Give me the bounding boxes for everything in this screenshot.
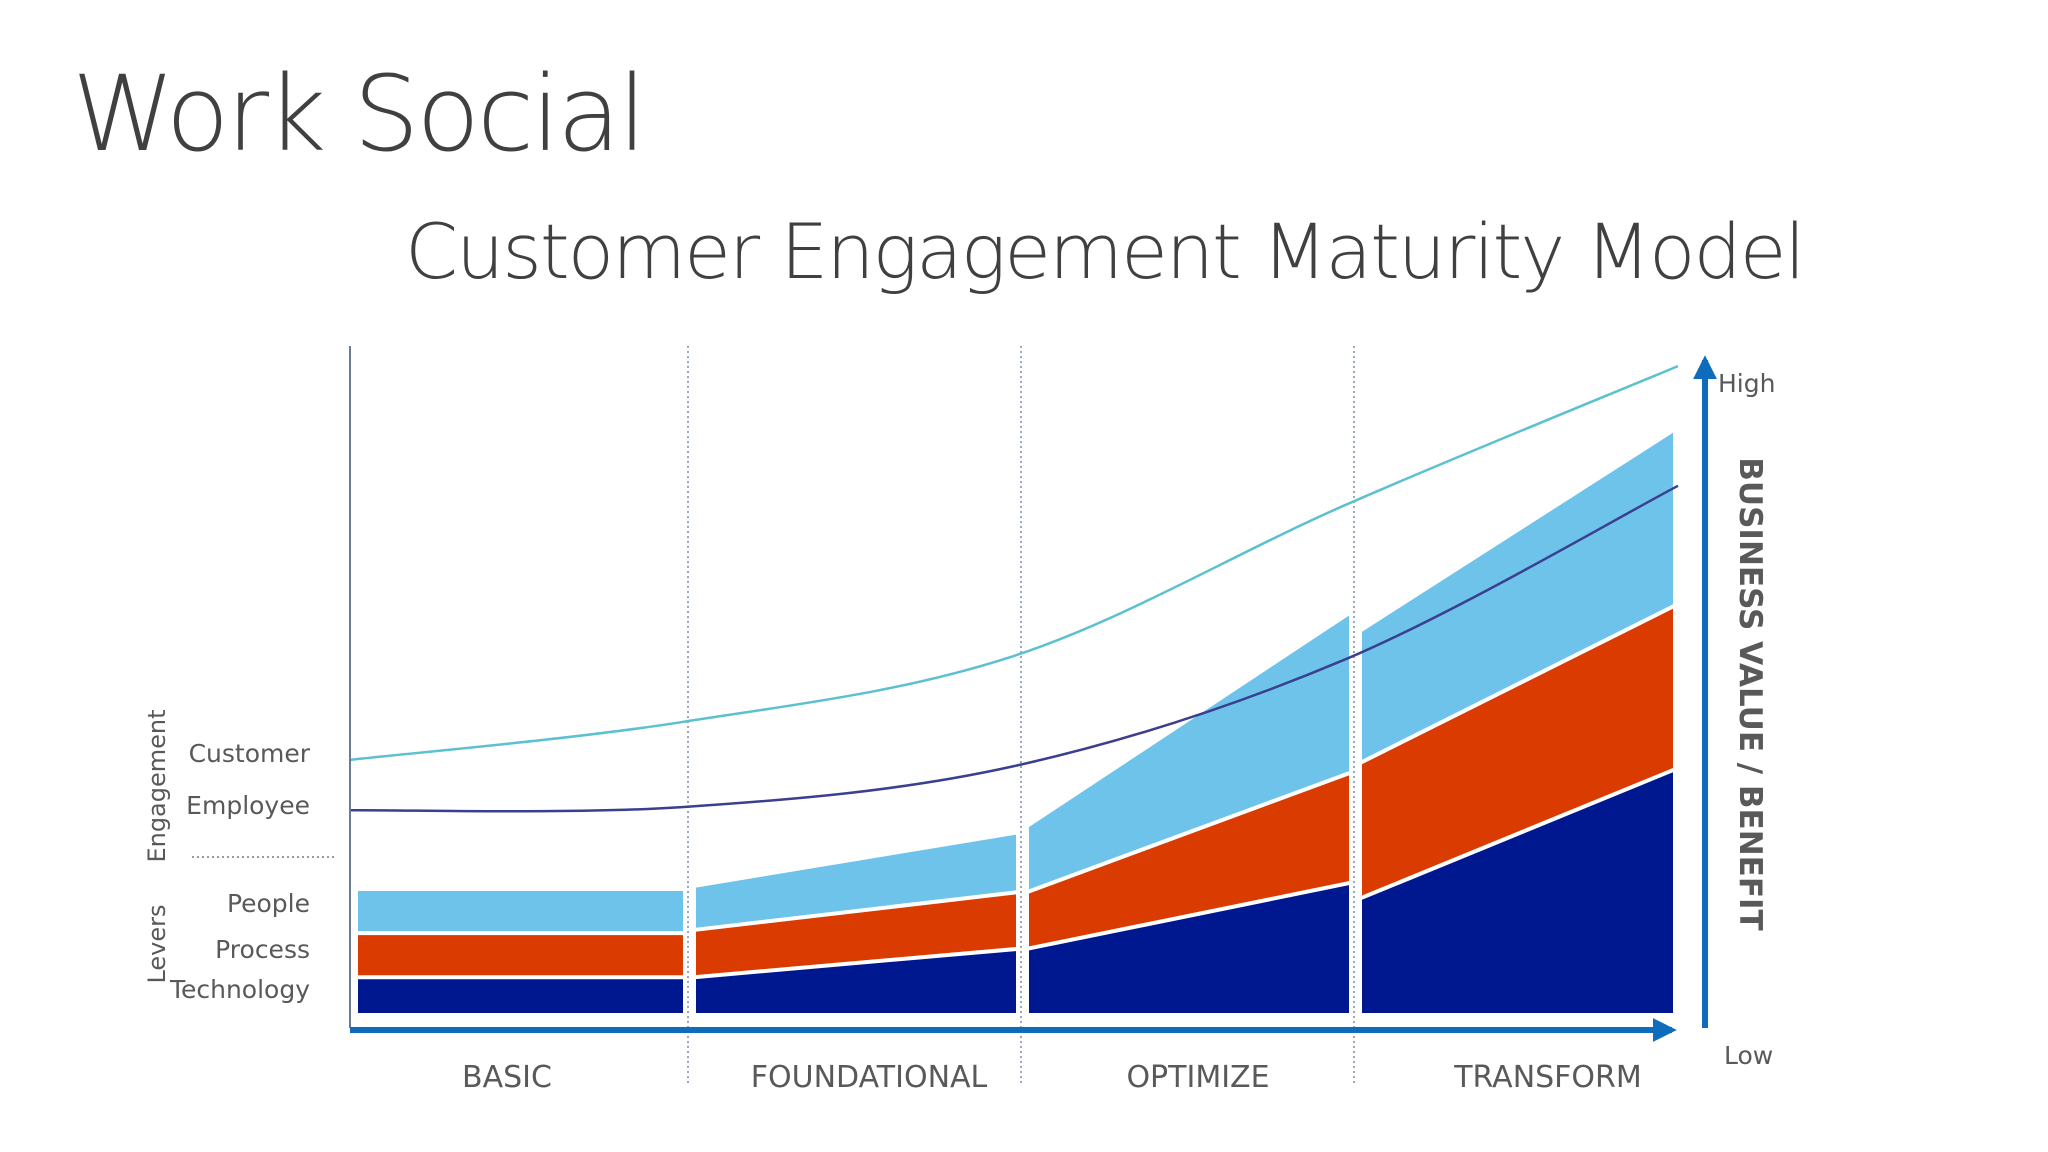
value-axis-high-label: High bbox=[1718, 369, 1775, 398]
levers-group-label: Levers bbox=[143, 904, 171, 983]
chart-title: Customer Engagement Maturity Model bbox=[405, 207, 1806, 296]
stage-label-transform: TRANSFORM bbox=[1453, 1060, 1642, 1095]
technology-area-optimize bbox=[1025, 880, 1353, 1017]
technology-area-transform bbox=[1358, 767, 1677, 1017]
value-axis-low-label: Low bbox=[1724, 1041, 1773, 1070]
engagement-group-label: Engagement bbox=[143, 709, 171, 862]
stage-label-optimize: OPTIMIZE bbox=[1126, 1060, 1269, 1095]
people-lever-label: People bbox=[227, 889, 310, 918]
employee-line-label: Employee bbox=[186, 791, 310, 820]
stage-dividers bbox=[687, 346, 1355, 1085]
value-axis-title: BUSINESS VALUE / BENEFIT bbox=[1732, 457, 1768, 930]
technology-area-basic bbox=[354, 975, 687, 1017]
customer-engagement-line bbox=[349, 364, 1679, 762]
process-lever-label: Process bbox=[215, 935, 310, 964]
employee-engagement-line bbox=[349, 484, 1679, 813]
stage-label-foundational: FOUNDATIONAL bbox=[751, 1060, 988, 1095]
engagement-lines bbox=[349, 364, 1679, 813]
slide-title: Work Social bbox=[72, 53, 647, 175]
lever-areas bbox=[354, 427, 1677, 1017]
stage-label-basic: BASIC bbox=[462, 1060, 552, 1095]
technology-lever-label: Technology bbox=[169, 975, 310, 1004]
technology-area-foundational bbox=[692, 946, 1020, 1017]
customer-line-label: Customer bbox=[189, 739, 311, 768]
